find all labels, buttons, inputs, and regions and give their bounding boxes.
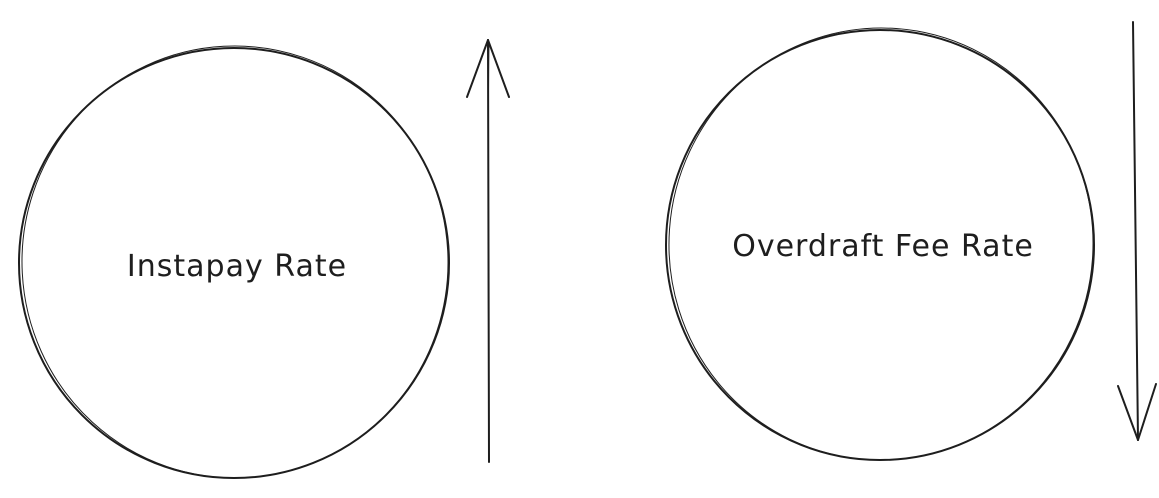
overdraft-fee-rate-circle-overstroke xyxy=(668,27,1094,461)
instapay-rate-node[interactable]: Instapay Rate xyxy=(11,35,459,489)
up-arrow-icon xyxy=(466,39,510,463)
instapay-rate-label: Instapay Rate xyxy=(127,249,347,284)
instapay-rate-circle-overstroke xyxy=(21,45,449,479)
down-arrow-icon xyxy=(1117,21,1157,441)
overdraft-fee-rate-node[interactable]: Overdraft Fee Rate xyxy=(654,14,1107,475)
overdraft-fee-rate-label: Overdraft Fee Rate xyxy=(732,229,1034,264)
